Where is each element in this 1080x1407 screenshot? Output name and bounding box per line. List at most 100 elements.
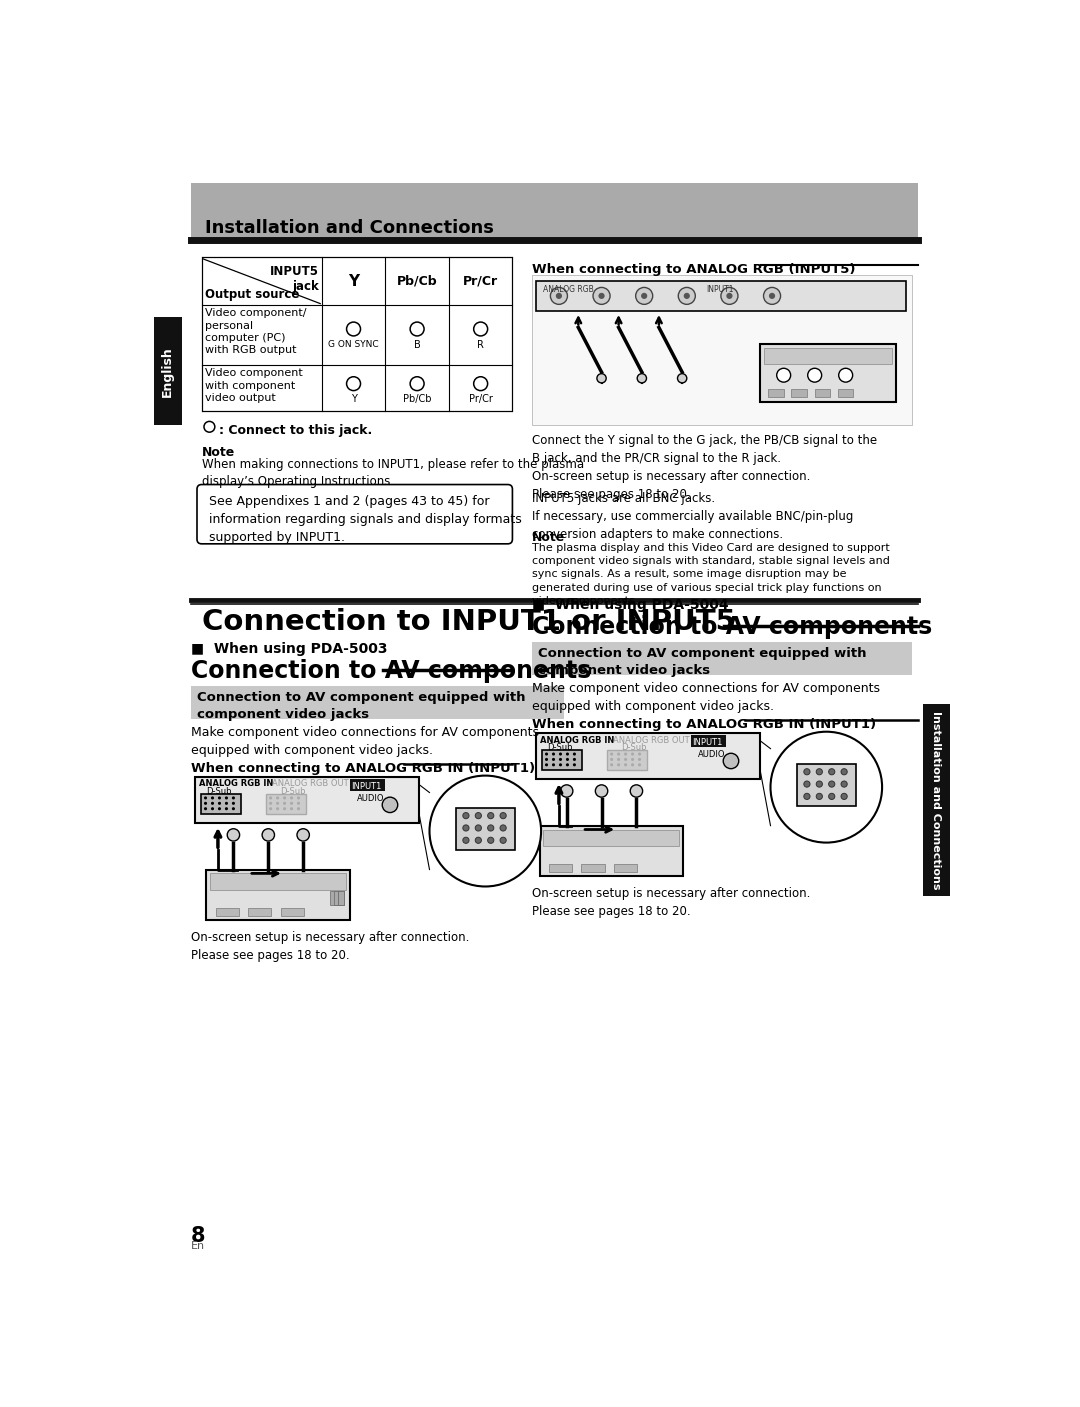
Circle shape [572, 753, 576, 756]
Bar [338, 891, 345, 905]
Bar [281, 908, 303, 916]
Circle shape [566, 758, 569, 761]
Circle shape [410, 322, 424, 336]
Circle shape [559, 763, 562, 767]
Text: Pr/Cr: Pr/Cr [469, 394, 492, 404]
Circle shape [211, 802, 214, 805]
Circle shape [559, 753, 562, 756]
Text: Y: Y [351, 394, 356, 404]
Text: INPUT1: INPUT1 [351, 782, 382, 791]
Text: D-Sub: D-Sub [621, 743, 647, 753]
Circle shape [204, 802, 207, 805]
Text: ANALOG RGB IN: ANALOG RGB IN [199, 779, 273, 788]
Circle shape [624, 753, 627, 756]
Circle shape [764, 287, 781, 304]
Circle shape [488, 825, 494, 832]
Circle shape [610, 753, 613, 756]
Text: Connect the Y signal to the G jack, the PB/CB signal to the
B jack, and the PR/C: Connect the Y signal to the G jack, the … [531, 435, 877, 501]
Circle shape [631, 758, 634, 761]
Circle shape [276, 802, 279, 805]
Circle shape [610, 763, 613, 767]
Text: Y: Y [348, 274, 360, 288]
Circle shape [551, 287, 567, 304]
FancyBboxPatch shape [197, 484, 512, 545]
Circle shape [684, 293, 690, 298]
Text: ANALOG RGB: ANALOG RGB [543, 286, 594, 294]
Text: Installation and Connections: Installation and Connections [931, 711, 942, 889]
Circle shape [545, 763, 548, 767]
Circle shape [545, 753, 548, 756]
Text: Make component video connections for AV components
equipped with component video: Make component video connections for AV … [531, 682, 880, 713]
Circle shape [262, 829, 274, 841]
Text: Pr/Cr: Pr/Cr [463, 274, 498, 288]
Circle shape [556, 293, 562, 298]
Text: Video component
with component
video output: Video component with component video out… [205, 369, 302, 402]
Bar [607, 750, 647, 770]
Circle shape [841, 794, 847, 799]
Circle shape [232, 802, 235, 805]
Circle shape [598, 293, 605, 298]
Circle shape [430, 775, 541, 886]
Text: D-Sub: D-Sub [280, 787, 306, 796]
Circle shape [617, 758, 620, 761]
Circle shape [291, 808, 293, 810]
Bar [191, 183, 918, 241]
Circle shape [617, 763, 620, 767]
Text: En: En [191, 1241, 205, 1251]
Text: Pb/Cb: Pb/Cb [403, 394, 431, 404]
Text: On-screen setup is necessary after connection.
Please see pages 18 to 20.: On-screen setup is necessary after conne… [531, 888, 810, 919]
Circle shape [828, 794, 835, 799]
Circle shape [636, 287, 652, 304]
Circle shape [624, 758, 627, 761]
Bar [536, 281, 906, 311]
Circle shape [816, 768, 823, 775]
Bar [814, 390, 831, 397]
Bar [201, 794, 241, 815]
Text: When making connections to INPUT1, please refer to the plasma
display’s Operatin: When making connections to INPUT1, pleas… [202, 459, 584, 488]
Circle shape [463, 825, 469, 832]
Text: ANALOG RGB IN: ANALOG RGB IN [540, 736, 613, 744]
Circle shape [297, 802, 300, 805]
Bar [540, 826, 683, 875]
Circle shape [642, 293, 647, 298]
Circle shape [595, 785, 608, 798]
Bar [154, 318, 181, 425]
Text: AUDIO: AUDIO [699, 750, 726, 760]
Circle shape [297, 829, 309, 841]
Circle shape [727, 293, 732, 298]
Text: Connection to AV component equipped with
component video jacks: Connection to AV component equipped with… [538, 647, 866, 677]
Circle shape [552, 753, 555, 756]
Bar [266, 794, 307, 815]
Circle shape [463, 837, 469, 843]
Bar [760, 345, 896, 402]
Text: Note: Note [531, 530, 565, 543]
Text: Connection to AV components: Connection to AV components [191, 660, 591, 684]
Circle shape [552, 758, 555, 761]
Circle shape [463, 813, 469, 819]
Bar [792, 390, 807, 397]
Text: Installation and Connections: Installation and Connections [205, 219, 494, 238]
Circle shape [631, 785, 643, 798]
Text: Video component/
personal
computer (PC)
with RGB output: Video component/ personal computer (PC) … [205, 308, 307, 356]
Circle shape [500, 825, 507, 832]
Text: When connecting to ANALOG RGB IN (INPUT1): When connecting to ANALOG RGB IN (INPUT1… [191, 761, 535, 775]
Circle shape [721, 287, 738, 304]
Text: INPUT1: INPUT1 [692, 737, 723, 747]
Circle shape [211, 796, 214, 799]
Circle shape [276, 796, 279, 799]
Bar [838, 390, 853, 397]
Bar [542, 750, 582, 770]
Circle shape [232, 808, 235, 810]
Circle shape [841, 768, 847, 775]
Circle shape [269, 796, 272, 799]
Circle shape [500, 813, 507, 819]
Text: AUDIO: AUDIO [357, 794, 384, 803]
Bar [334, 891, 340, 905]
Circle shape [211, 808, 214, 810]
Bar [765, 349, 892, 363]
Circle shape [637, 374, 647, 383]
Circle shape [474, 322, 488, 336]
Bar [543, 830, 679, 847]
Circle shape [225, 802, 228, 805]
Text: Connection to INPUT1 or INPUT5: Connection to INPUT1 or INPUT5 [202, 608, 735, 636]
